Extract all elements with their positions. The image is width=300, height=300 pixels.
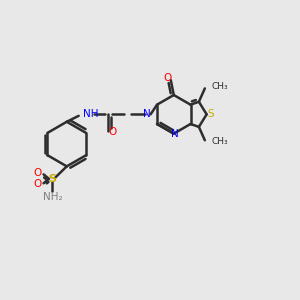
Text: O: O [164,73,172,83]
Text: O: O [33,179,41,190]
Text: CH₃: CH₃ [212,82,228,91]
Text: O: O [33,168,41,178]
Text: S: S [48,174,56,184]
Text: N: N [143,109,151,119]
Text: O: O [108,127,116,137]
Text: NH₂: NH₂ [43,192,63,202]
Text: S: S [207,109,214,119]
Text: CH₃: CH₃ [212,137,228,146]
Text: N: N [171,129,179,139]
Text: NH: NH [83,109,99,119]
